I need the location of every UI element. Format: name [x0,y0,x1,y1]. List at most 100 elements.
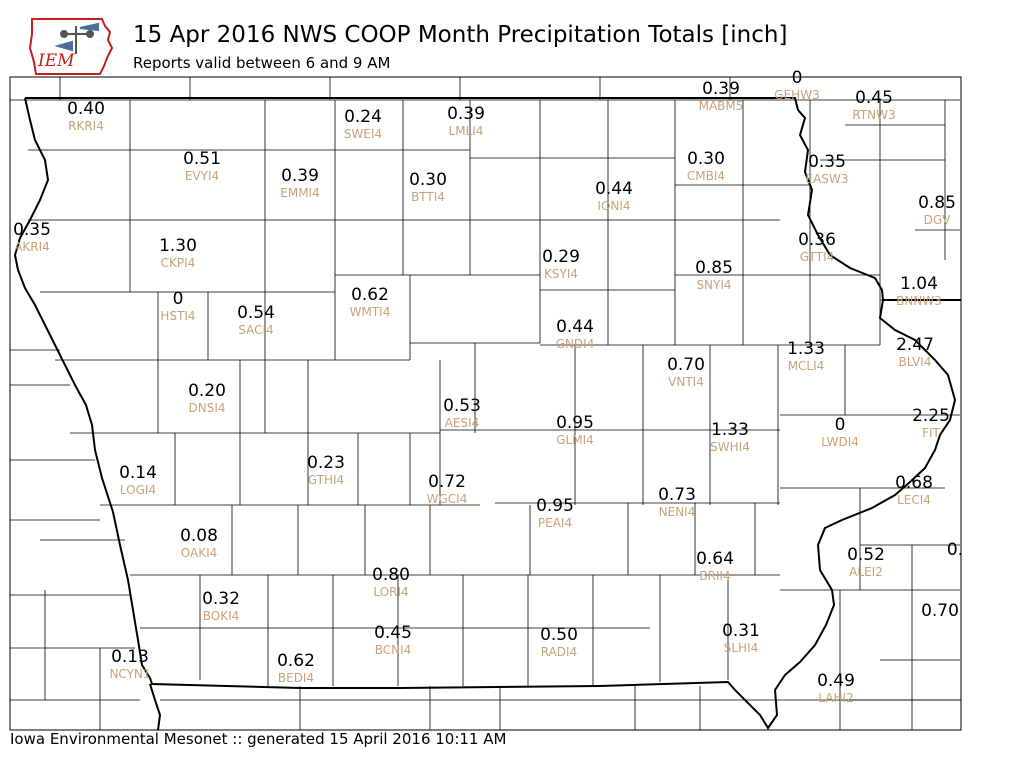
station-id: LWDI4 [821,435,859,449]
precip-value: 0.36 [798,230,836,250]
precip-value: 0.85 [918,193,956,213]
precip-value: 0.32 [202,589,240,609]
station-id: HSTI4 [160,309,195,323]
station-id: PEAI4 [538,516,572,530]
station-id: MABM5 [699,99,744,113]
station-id: MCLI4 [788,359,825,373]
precip-value: 1.33 [787,339,825,359]
precip-value: 0.30 [409,170,447,190]
precip-value: 0.50 [540,625,578,645]
logo-text: IEM [37,51,75,71]
weather-station-icon [54,22,99,54]
precip-value: 0 [173,289,184,309]
station-id: BLVI4 [899,355,932,369]
precip-value: 0.62 [351,285,389,305]
station-marker: 0.70 [921,601,959,621]
precip-value: 1.33 [711,420,749,440]
station-id: CMBI4 [687,169,725,183]
precip-value: 0.29 [542,247,580,267]
map-subtitle: Reports valid between 6 and 9 AM [133,54,391,72]
station-id: LOGI4 [120,483,156,497]
precip-value: 0.44 [556,317,594,337]
station-id: CKPI4 [161,256,196,270]
precip-value: 0 [835,415,846,435]
precip-value: 0.14 [119,463,157,483]
precip-value: 0.51 [183,149,221,169]
precip-value: 0.13 [111,647,149,667]
station-id: NCYN1 [109,667,150,681]
precip-value: 0.64 [696,549,734,569]
precip-value: 1.04 [900,274,938,294]
iem-logo: IEM [28,18,114,75]
precip-value: 0.24 [344,107,382,127]
precip-value: 2.47 [896,335,934,355]
station-id: GLMI4 [556,433,594,447]
station-id: SLHI4 [724,641,759,655]
station-id: LECI4 [897,493,931,507]
station-id: VNTI4 [668,375,704,389]
station-id: LMLI4 [449,124,484,138]
precip-value: 0.31 [722,621,760,641]
precip-value: 0.20 [188,381,226,401]
precip-value: 0.45 [374,623,412,643]
precip-value: 0.40 [67,99,105,119]
station-id: NENI4 [659,505,696,519]
precip-value: 0.70 [921,601,959,621]
station-id: SWHI4 [710,440,750,454]
station-id: ALEI2 [849,565,883,579]
station-marker: 0. [947,540,963,560]
station-id: DNSI4 [188,401,225,415]
station-id: OAKI4 [181,546,218,560]
station-id: SWEI4 [344,127,382,141]
precip-value: 0.44 [595,179,633,199]
precip-value: 0.68 [895,473,933,493]
footer-credit: Iowa Environmental Mesonet :: generated … [10,730,507,748]
station-id: LAHI2 [818,691,853,705]
precip-value: 0.45 [855,88,893,108]
map-title: 15 Apr 2016 NWS COOP Month Precipitation… [133,22,788,48]
precip-value: 0 [792,68,803,88]
station-id: AESI4 [445,416,480,430]
station-id: DGV [924,213,952,227]
station-id: WGCI4 [427,492,468,506]
station-id: EMMI4 [280,186,319,200]
station-id: SNYI4 [696,278,731,292]
precip-value: 0.53 [443,396,481,416]
station-id: EVYI4 [185,169,219,183]
precip-value: 0.52 [847,545,885,565]
station-id: RTNW3 [852,108,895,122]
precip-value: 0.72 [428,472,466,492]
